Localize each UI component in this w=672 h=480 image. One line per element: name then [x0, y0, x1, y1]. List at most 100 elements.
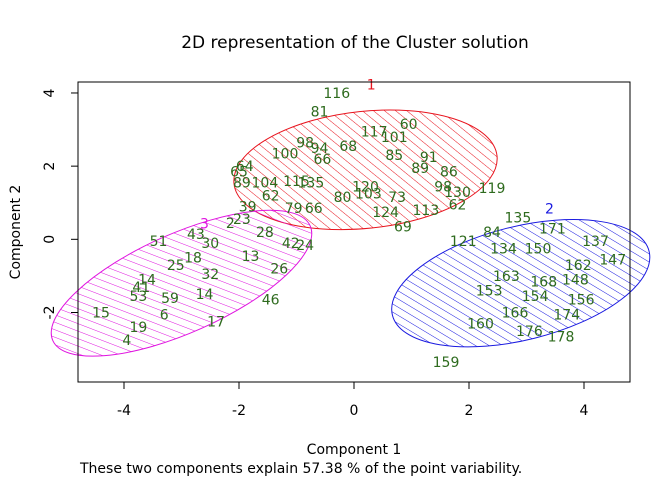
point-label: 60	[400, 117, 418, 133]
point-label: 162	[565, 258, 592, 274]
point-label: 148	[562, 273, 589, 289]
x-tick-label: 4	[580, 403, 589, 419]
point-label: 62	[262, 188, 280, 204]
variability-note: These two components explain 57.38 % of …	[79, 461, 522, 477]
point-label: 166	[502, 305, 529, 321]
point-label: 23	[233, 212, 251, 228]
point-label: 73	[388, 190, 406, 206]
point-label: 178	[548, 329, 575, 345]
point-label: 25	[167, 258, 185, 274]
point-label: 89	[233, 176, 251, 192]
point-label: 69	[394, 220, 412, 236]
point-label: 163	[493, 269, 520, 285]
cluster-number-label: 1	[367, 77, 376, 93]
cluster-number-label: 2	[545, 202, 554, 218]
point-label: 154	[522, 289, 549, 305]
point-label: 41	[132, 280, 150, 296]
y-axis: -2 0 2 4	[42, 88, 79, 320]
point-label: 147	[599, 252, 626, 268]
point-label: 64	[236, 159, 254, 175]
point-label: 176	[516, 324, 543, 340]
point-label: 150	[525, 241, 552, 257]
point-label: 42	[282, 236, 300, 252]
point-label: 84	[483, 225, 501, 241]
point-label: 59	[161, 291, 179, 307]
y-tick-label: -2	[42, 306, 58, 320]
cluster-number-label: 3	[200, 216, 209, 232]
cluster-labels: 123	[200, 77, 554, 232]
point-label: 66	[313, 152, 331, 168]
point-label: 68	[339, 139, 357, 155]
x-axis: -4 -2 0 2 4	[117, 381, 589, 419]
y-axis-label: Component 2	[8, 185, 24, 280]
point-label: 15	[92, 305, 110, 321]
point-label: 120	[352, 179, 379, 195]
point-label: 79	[285, 201, 303, 217]
x-tick-label: -4	[117, 403, 131, 419]
point-label: 100	[272, 146, 299, 162]
point-label: 91	[420, 150, 438, 166]
point-label: 65	[230, 165, 248, 181]
point-label: 159	[433, 355, 460, 371]
point-label: 4	[122, 333, 131, 349]
point-label: 168	[530, 274, 557, 290]
point-label: 2	[226, 216, 235, 232]
chart-title: 2D representation of the Cluster solutio…	[181, 33, 529, 53]
point-label: 51	[150, 234, 168, 250]
point-label: 171	[539, 221, 566, 237]
y-tick-label: 4	[42, 88, 58, 97]
point-label: 134	[490, 241, 517, 257]
point-label: 14	[138, 273, 156, 289]
point-label: 62	[449, 198, 467, 214]
point-label: 119	[479, 181, 506, 197]
point-label: 104	[252, 176, 279, 192]
point-label: 117	[361, 124, 388, 140]
y-tick-label: 0	[42, 235, 58, 244]
point-label: 26	[270, 262, 288, 278]
point-label: 115	[283, 174, 310, 190]
cluster-ellipse-3	[50, 209, 313, 357]
point-label: 94	[311, 141, 329, 157]
x-axis-label: Component 1	[307, 442, 402, 458]
point-label: 30	[201, 236, 219, 252]
point-label: 46	[262, 293, 280, 309]
point-label: 53	[129, 289, 147, 305]
y-tick-label: 2	[42, 162, 58, 171]
x-tick-label: 2	[465, 403, 474, 419]
point-label: 113	[413, 203, 440, 219]
point-label: 137	[582, 234, 609, 250]
point-label: 39	[239, 199, 257, 215]
point-label: 101	[381, 130, 408, 146]
point-label: 98	[434, 179, 452, 195]
point-label: 43	[187, 227, 205, 243]
cluster-ellipse-1	[233, 109, 498, 231]
point-label: 98	[296, 135, 314, 151]
point-label: 174	[553, 307, 580, 323]
cluster-ellipse-2	[391, 219, 651, 348]
cluster-ellipses	[50, 109, 651, 357]
point-label: 18	[184, 251, 202, 267]
point-label: 124	[372, 205, 399, 221]
point-label: 17	[207, 315, 225, 331]
point-label: 19	[129, 320, 147, 336]
point-label: 24	[296, 238, 314, 254]
x-tick-label: 0	[350, 403, 359, 419]
point-label: 135	[505, 210, 532, 226]
point-label: 81	[311, 104, 329, 120]
point-label: 13	[242, 249, 260, 265]
point-label: 28	[256, 225, 274, 241]
point-label: 66	[305, 201, 323, 217]
point-label: 130	[444, 185, 471, 201]
point-label: 156	[568, 293, 595, 309]
point-label: 135	[298, 176, 325, 192]
point-label: 80	[334, 190, 352, 206]
point-label: 103	[355, 187, 382, 203]
point-label: 89	[411, 161, 429, 177]
point-label: 153	[476, 284, 503, 300]
point-label: 121	[450, 234, 477, 250]
point-label: 86	[440, 165, 458, 181]
point-label: 116	[323, 86, 350, 102]
x-tick-label: -2	[232, 403, 246, 419]
